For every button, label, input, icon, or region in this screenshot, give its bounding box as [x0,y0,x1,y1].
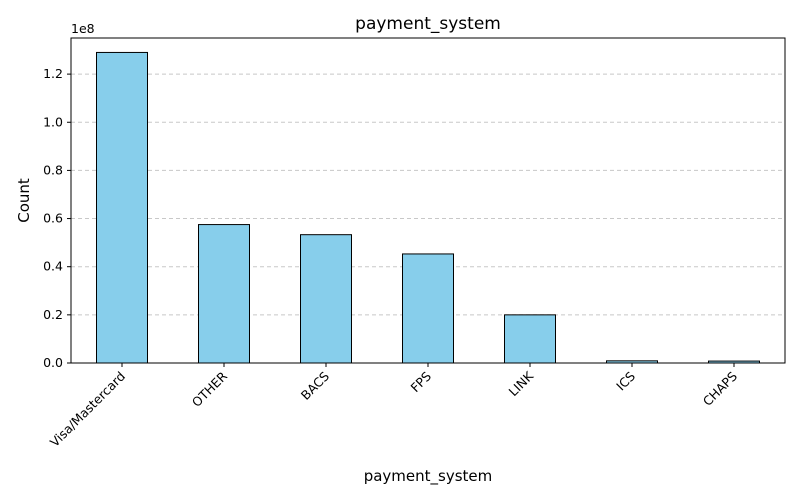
y-tick-label: 0.2 [43,307,63,322]
x-tick-label: ICS [613,368,638,393]
x-tick-label: FPS [407,368,434,395]
bar [198,224,250,364]
bar [96,51,148,364]
bar [300,234,352,364]
bars [96,51,760,364]
y-axis-offset-label: 1e8 [71,21,95,36]
chart-title: payment_system [355,14,501,34]
y-axis-ticks: 0.0 0.2 0.4 0.6 0.8 1.0 1.2 [43,66,71,370]
x-tick-label: OTHER [189,368,231,410]
y-tick-label: 0.4 [43,259,63,274]
y-tick-label: 1.2 [43,66,63,81]
y-axis-label: Count [15,178,33,223]
y-tick-label: 0.6 [43,211,63,226]
y-tick-label: 1.0 [43,114,63,129]
x-axis-ticks: Visa/Mastercard OTHER BACS FPS LINK ICS CHAPS [47,363,740,450]
bar [402,253,454,364]
grid-lines [71,73,785,316]
x-tick-label: CHAPS [700,368,740,408]
y-tick-label: 0.0 [43,355,63,370]
x-tick-label: Visa/Mastercard [47,369,128,450]
bar [504,314,556,364]
x-axis-label: payment_system [364,467,493,486]
y-tick-label: 0.8 [43,162,63,177]
x-tick-label: BACS [298,368,332,402]
x-tick-label: LINK [506,368,537,399]
